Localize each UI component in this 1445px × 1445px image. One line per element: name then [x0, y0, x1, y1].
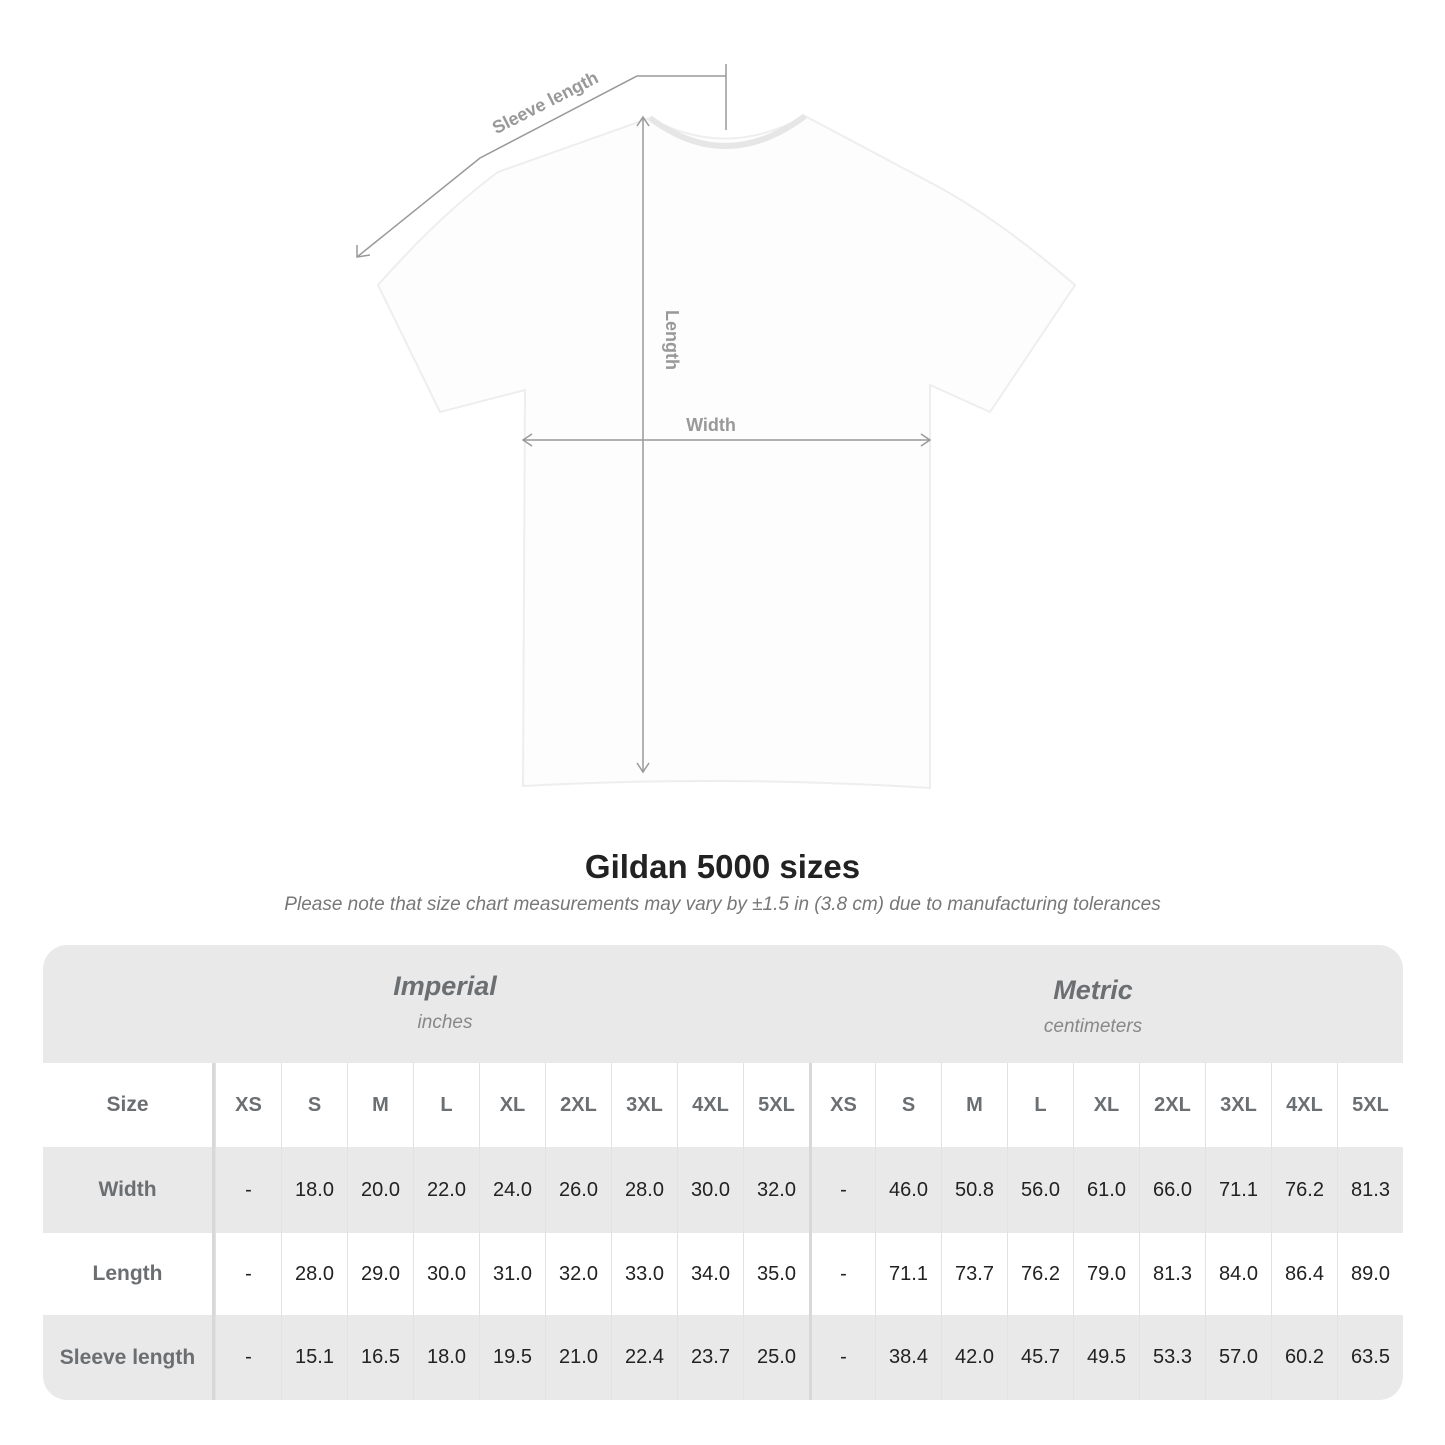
imperial-value-cell: - — [215, 1315, 281, 1400]
tshirt-diagram: Sleeve length Length Width — [356, 64, 1077, 790]
metric-value-cell: 53.3 — [1139, 1315, 1205, 1400]
imperial-size-header: XS — [215, 1063, 281, 1147]
imperial-value-cell: 20.0 — [347, 1147, 413, 1233]
imperial-size-header: XL — [479, 1063, 545, 1147]
metric-title: Metric — [1053, 975, 1133, 1005]
imperial-size-header: 3XL — [611, 1063, 677, 1147]
metric-value-cell: 63.5 — [1337, 1315, 1403, 1400]
sleeve-measure-line — [356, 64, 727, 258]
metric-size-header: 3XL — [1205, 1063, 1271, 1147]
imperial-value-cell: 16.5 — [347, 1315, 413, 1400]
imperial-value-cell: 32.0 — [545, 1233, 611, 1315]
tshirt-shape — [376, 114, 1077, 790]
row-label: Size — [43, 1063, 215, 1147]
imperial-value-cell: 23.7 — [677, 1315, 743, 1400]
collar — [648, 113, 807, 149]
metric-size-header: 2XL — [1139, 1063, 1205, 1147]
metric-size-header: L — [1007, 1063, 1073, 1147]
metric-value-cell: 81.3 — [1139, 1233, 1205, 1315]
imperial-value-cell: 30.0 — [677, 1147, 743, 1233]
imperial-value-cell: - — [215, 1147, 281, 1233]
metric-size-header: M — [941, 1063, 1007, 1147]
metric-value-cell: 61.0 — [1073, 1147, 1139, 1233]
page-title: Gildan 5000 sizes — [584, 848, 861, 885]
metric-value-cell: 79.0 — [1073, 1233, 1139, 1315]
metric-value-cell: 66.0 — [1139, 1147, 1205, 1233]
tolerance-note: Please note that size chart measurements… — [284, 894, 1161, 915]
metric-value-cell: 56.0 — [1007, 1147, 1073, 1233]
imperial-value-cell: 24.0 — [479, 1147, 545, 1233]
size-table: Imperial inches Metric centimeters Size X… — [43, 945, 1403, 1400]
imperial-value-cell: 22.4 — [611, 1315, 677, 1400]
imperial-unit: inches — [417, 1012, 473, 1033]
metric-size-header: S — [875, 1063, 941, 1147]
imperial-value-cell: 30.0 — [413, 1233, 479, 1315]
imperial-value-cell: 19.5 — [479, 1315, 545, 1400]
imperial-size-header: M — [347, 1063, 413, 1147]
imperial-value-cell: 28.0 — [611, 1147, 677, 1233]
metric-value-cell: 60.2 — [1271, 1315, 1337, 1400]
metric-value-cell: 57.0 — [1205, 1315, 1271, 1400]
metric-size-header: 5XL — [1337, 1063, 1403, 1147]
metric-value-cell: 46.0 — [875, 1147, 941, 1233]
metric-size-header: XL — [1073, 1063, 1139, 1147]
metric-unit: centimeters — [1043, 1016, 1143, 1037]
imperial-value-cell: 26.0 — [545, 1147, 611, 1233]
imperial-value-cell: 34.0 — [677, 1233, 743, 1315]
table-row: Length -28.0 29.0 30.0 31.0 32.0 33.0 34.0 35.0-… — [43, 1233, 1403, 1315]
row-label: Width — [43, 1147, 215, 1233]
metric-size-header: XS — [809, 1063, 875, 1147]
metric-value-cell: 81.3 — [1337, 1147, 1403, 1233]
table-row: Width -18.0 20.0 22.0 24.0 26.0 28.0 30.0 32.0-4… — [43, 1147, 1403, 1233]
metric-value-cell: 42.0 — [941, 1315, 1007, 1400]
metric-value-cell: 76.2 — [1271, 1147, 1337, 1233]
imperial-value-cell: 28.0 — [281, 1233, 347, 1315]
row-label: Sleeve length — [43, 1315, 215, 1400]
imperial-header: Imperial inches — [215, 945, 675, 1089]
metric-value-cell: 86.4 — [1271, 1233, 1337, 1315]
metric-header: Metric centimeters — [863, 945, 1323, 1093]
imperial-value-cell: 35.0 — [743, 1233, 809, 1315]
size-header-row: Size XS S M L XL 2XL 3XL 4XL 5XL XS S M L XL 2XL 3XL 4XL 5… — [43, 1063, 1403, 1147]
metric-value-cell: - — [809, 1315, 875, 1400]
metric-value-cell: 38.4 — [875, 1315, 941, 1400]
imperial-value-cell: 29.0 — [347, 1233, 413, 1315]
metric-value-cell: 76.2 — [1007, 1233, 1073, 1315]
imperial-size-header: 4XL — [677, 1063, 743, 1147]
imperial-value-cell: 18.0 — [413, 1315, 479, 1400]
imperial-title: Imperial — [393, 971, 497, 1001]
metric-value-cell: 84.0 — [1205, 1233, 1271, 1315]
imperial-size-header: L — [413, 1063, 479, 1147]
metric-value-cell: 71.1 — [875, 1233, 941, 1315]
table-row: Sleeve length -15.1 16.5 18.0 19.5 21.0 22.4 23… — [43, 1315, 1403, 1400]
imperial-value-cell: 25.0 — [743, 1315, 809, 1400]
metric-value-cell: 50.8 — [941, 1147, 1007, 1233]
imperial-value-cell: 18.0 — [281, 1147, 347, 1233]
imperial-value-cell: 33.0 — [611, 1233, 677, 1315]
metric-value-cell: 45.7 — [1007, 1315, 1073, 1400]
metric-size-header: 4XL — [1271, 1063, 1337, 1147]
imperial-value-cell: - — [215, 1233, 281, 1315]
imperial-value-cell: 31.0 — [479, 1233, 545, 1315]
imperial-size-header: 5XL — [743, 1063, 809, 1147]
metric-value-cell: - — [809, 1233, 875, 1315]
imperial-value-cell: 21.0 — [545, 1315, 611, 1400]
imperial-value-cell: 32.0 — [743, 1147, 809, 1233]
length-arrow — [636, 115, 650, 774]
imperial-value-cell: 22.0 — [413, 1147, 479, 1233]
imperial-value-cell: 15.1 — [281, 1315, 347, 1400]
imperial-size-header: 2XL — [545, 1063, 611, 1147]
metric-value-cell: 89.0 — [1337, 1233, 1403, 1315]
width-arrow — [521, 433, 932, 447]
metric-value-cell: 49.5 — [1073, 1315, 1139, 1400]
metric-value-cell: 71.1 — [1205, 1147, 1271, 1233]
metric-value-cell: - — [809, 1147, 875, 1233]
width-label: Width — [686, 415, 736, 435]
metric-value-cell: 73.7 — [941, 1233, 1007, 1315]
length-label: Length — [662, 310, 682, 370]
imperial-size-header: S — [281, 1063, 347, 1147]
row-label: Length — [43, 1233, 215, 1315]
